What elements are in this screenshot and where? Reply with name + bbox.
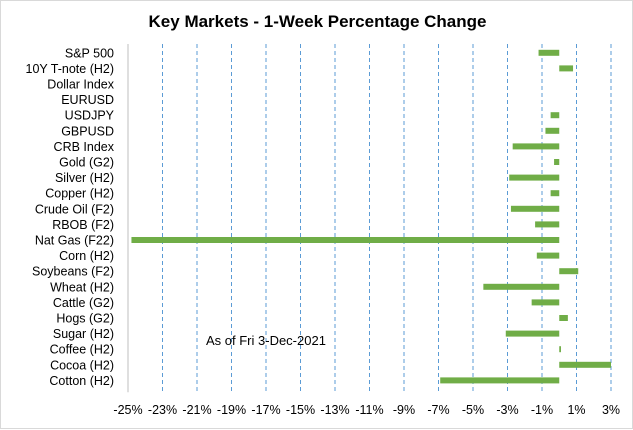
x-tick-label: -5% (462, 403, 484, 417)
x-tick-label: -23% (148, 403, 177, 417)
category-label: EURUSD (61, 93, 114, 107)
category-label: Nat Gas (F22) (35, 234, 114, 248)
category-label: Copper (H2) (45, 187, 114, 201)
x-tick-label: -3% (496, 403, 518, 417)
category-label: Cattle (G2) (53, 296, 114, 310)
x-tick-label: -21% (182, 403, 211, 417)
category-label: 10Y T-note (H2) (26, 62, 114, 76)
category-label: S&P 500 (65, 46, 114, 60)
category-label: Sugar (H2) (53, 327, 114, 341)
bar (554, 159, 560, 165)
bar (550, 112, 560, 119)
bar (559, 268, 579, 275)
x-tick-label: 1% (567, 403, 585, 417)
bar (131, 237, 560, 243)
x-tick-label: -9% (393, 403, 415, 417)
bar (440, 377, 560, 384)
bar (531, 299, 560, 306)
bar (536, 252, 560, 259)
category-label: GBPUSD (61, 124, 114, 138)
x-tick-label: -1% (531, 403, 553, 417)
bar (505, 330, 560, 337)
gridlines (127, 44, 612, 393)
x-tick-label: -19% (217, 403, 246, 417)
bar (510, 205, 560, 212)
bar (559, 65, 574, 72)
category-label: Gold (G2) (59, 156, 114, 170)
category-label: Silver (H2) (55, 171, 114, 185)
category-label: Corn (H2) (59, 249, 114, 263)
bar (509, 174, 560, 181)
bars (131, 49, 611, 384)
bar (559, 346, 561, 353)
x-tick-label: 3% (602, 403, 620, 417)
bar (545, 127, 560, 134)
category-label: Wheat (H2) (50, 280, 114, 294)
bar (535, 221, 560, 228)
category-label: RBOB (F2) (52, 218, 114, 232)
category-label: CRB Index (54, 140, 115, 154)
as-of-annotation: As of Fri 3-Dec-2021 (206, 333, 326, 348)
bar (559, 315, 568, 321)
bar (538, 49, 560, 56)
x-tick-label: -15% (286, 403, 315, 417)
category-label: USDJPY (65, 109, 115, 123)
bar (550, 190, 560, 197)
x-tick-label: -13% (320, 403, 349, 417)
category-label: Coffee (H2) (50, 343, 114, 357)
category-label: Cocoa (H2) (50, 358, 114, 372)
category-label: Cotton (H2) (49, 374, 114, 388)
bar (483, 283, 560, 290)
chart-title: Key Markets - 1-Week Percentage Change (148, 12, 487, 31)
x-tick-label: -25% (113, 403, 142, 417)
x-tick-label: -7% (427, 403, 449, 417)
x-tick-label: -17% (251, 403, 280, 417)
bar (512, 143, 560, 150)
category-label: Dollar Index (47, 78, 114, 92)
category-label: Soybeans (F2) (32, 265, 114, 279)
category-label: Crude Oil (F2) (35, 202, 114, 216)
category-label: Hogs (G2) (56, 312, 114, 326)
bar (559, 361, 611, 368)
x-tick-labels: -25% -23% -21% -19% -17% -15% -13% -11% -9% -7% -5… (113, 403, 620, 417)
category-labels: S&P 500 10Y T-note (H2) Dollar IndexEURUSD… (26, 46, 115, 388)
x-tick-label: -11% (355, 403, 383, 417)
